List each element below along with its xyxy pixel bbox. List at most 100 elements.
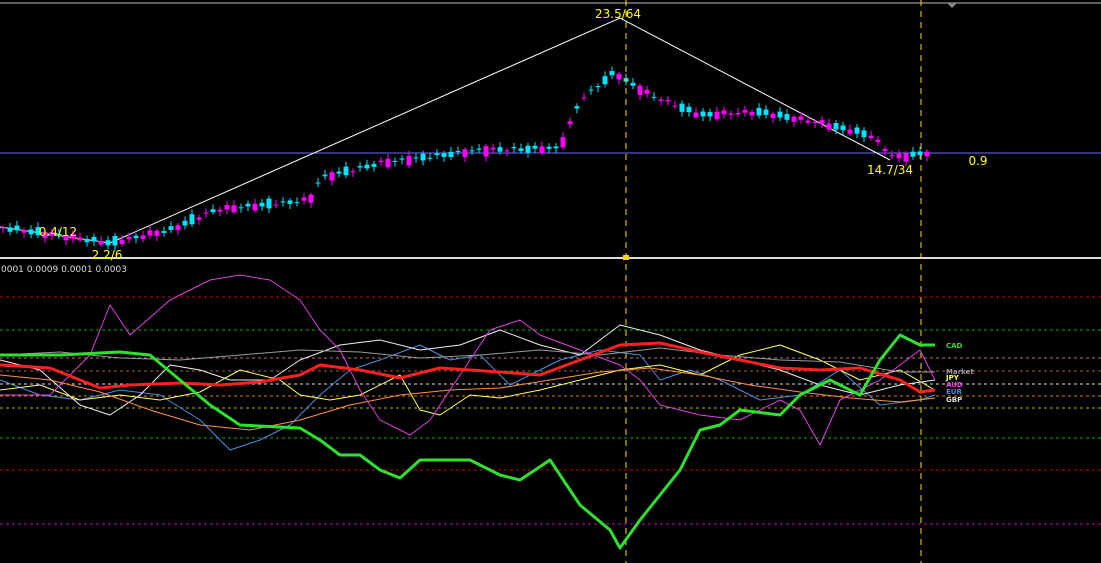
candle-part xyxy=(49,232,55,236)
candle-part xyxy=(315,182,321,184)
candle-part xyxy=(665,100,671,102)
indicator-header: 0001 0.0009 0.0001 0.0003 xyxy=(1,265,127,275)
candle-part xyxy=(469,150,475,152)
candle-part xyxy=(91,236,97,242)
candle-part xyxy=(777,111,783,118)
candle-part xyxy=(413,157,419,159)
candle-part xyxy=(392,160,398,162)
candle-part xyxy=(658,99,664,101)
candle-part xyxy=(434,153,440,156)
candle-part xyxy=(462,149,468,158)
candle-part xyxy=(910,151,916,157)
candle-part xyxy=(735,112,741,115)
candle-part xyxy=(525,145,531,153)
candle-part xyxy=(560,137,566,148)
candle-part xyxy=(35,227,41,236)
candle-part xyxy=(553,146,559,149)
candle-part xyxy=(175,225,181,231)
candle-part xyxy=(721,110,727,115)
candle-part xyxy=(588,89,594,91)
candle-part xyxy=(819,120,825,125)
candle-part xyxy=(791,116,797,122)
candle-part xyxy=(133,235,139,239)
zigzag-label: 23.5/64 xyxy=(595,7,641,21)
candle-part xyxy=(119,239,125,245)
candle-part xyxy=(756,107,762,116)
candle-part xyxy=(371,163,377,167)
candle-part xyxy=(0,227,6,229)
candle-part xyxy=(644,89,650,94)
candle-part xyxy=(616,73,622,80)
candle-part xyxy=(385,158,391,168)
candle-part xyxy=(854,127,860,134)
candle-part xyxy=(7,227,13,232)
candle-part xyxy=(742,109,748,113)
candle-part xyxy=(672,105,678,107)
candle-part xyxy=(266,198,272,209)
currency-label: Market xyxy=(946,368,974,376)
candle-part xyxy=(210,209,216,213)
candle-part xyxy=(784,114,790,120)
candle-part xyxy=(714,111,720,120)
candle-part xyxy=(763,109,769,115)
zigzag xyxy=(0,17,891,244)
candle-part xyxy=(511,147,517,149)
candle-part xyxy=(448,151,454,158)
candle-part xyxy=(833,123,839,130)
candle-part xyxy=(707,112,713,117)
candle-part xyxy=(882,148,888,151)
currency-label: JPY xyxy=(945,374,960,382)
candle-part xyxy=(490,147,496,150)
candle-part xyxy=(476,148,482,150)
candle-part xyxy=(364,164,370,169)
candle-part xyxy=(504,150,510,152)
candle-part xyxy=(336,171,342,174)
candle-part xyxy=(693,112,699,118)
candle-part xyxy=(140,235,146,239)
currency-line xyxy=(0,274,936,446)
candle-part xyxy=(686,106,692,113)
candle-part xyxy=(532,145,538,149)
candle-part xyxy=(63,235,69,241)
currency-line xyxy=(0,367,936,431)
currency-line xyxy=(0,347,935,373)
candle-part xyxy=(147,230,153,236)
currency-label: AUD xyxy=(946,381,963,389)
candle-part xyxy=(168,226,174,230)
candle-part xyxy=(630,82,636,86)
currency-label: EUR xyxy=(946,388,962,396)
candle-part xyxy=(651,96,657,98)
candle-part xyxy=(700,111,706,117)
candle-part xyxy=(231,205,237,213)
candle-part xyxy=(217,209,223,212)
candle-part xyxy=(812,121,818,123)
currency-line xyxy=(0,344,936,416)
candle-part xyxy=(112,235,118,246)
candle-part xyxy=(427,157,433,159)
candle-part xyxy=(546,146,552,149)
candle-part xyxy=(903,153,909,162)
candle-part xyxy=(182,220,188,226)
candle-part xyxy=(357,165,363,168)
candle-part xyxy=(329,172,335,181)
candle-part xyxy=(77,237,83,241)
candle-part xyxy=(308,194,314,203)
currency-line xyxy=(0,341,936,394)
candle-part xyxy=(294,202,300,204)
candle-part xyxy=(322,174,328,177)
candle-part xyxy=(84,238,90,243)
candle-part xyxy=(21,230,27,233)
candle-part xyxy=(98,240,104,245)
candle-part xyxy=(203,212,209,214)
currency-label: CAD xyxy=(946,342,963,350)
currency-label: GBP xyxy=(946,396,962,404)
candle-part xyxy=(567,121,573,125)
candle-part xyxy=(805,120,811,123)
candle-part xyxy=(602,76,608,85)
candle-part xyxy=(455,151,461,153)
zigzag-label: 14.7/34 xyxy=(867,163,913,177)
candle-part xyxy=(301,197,307,201)
